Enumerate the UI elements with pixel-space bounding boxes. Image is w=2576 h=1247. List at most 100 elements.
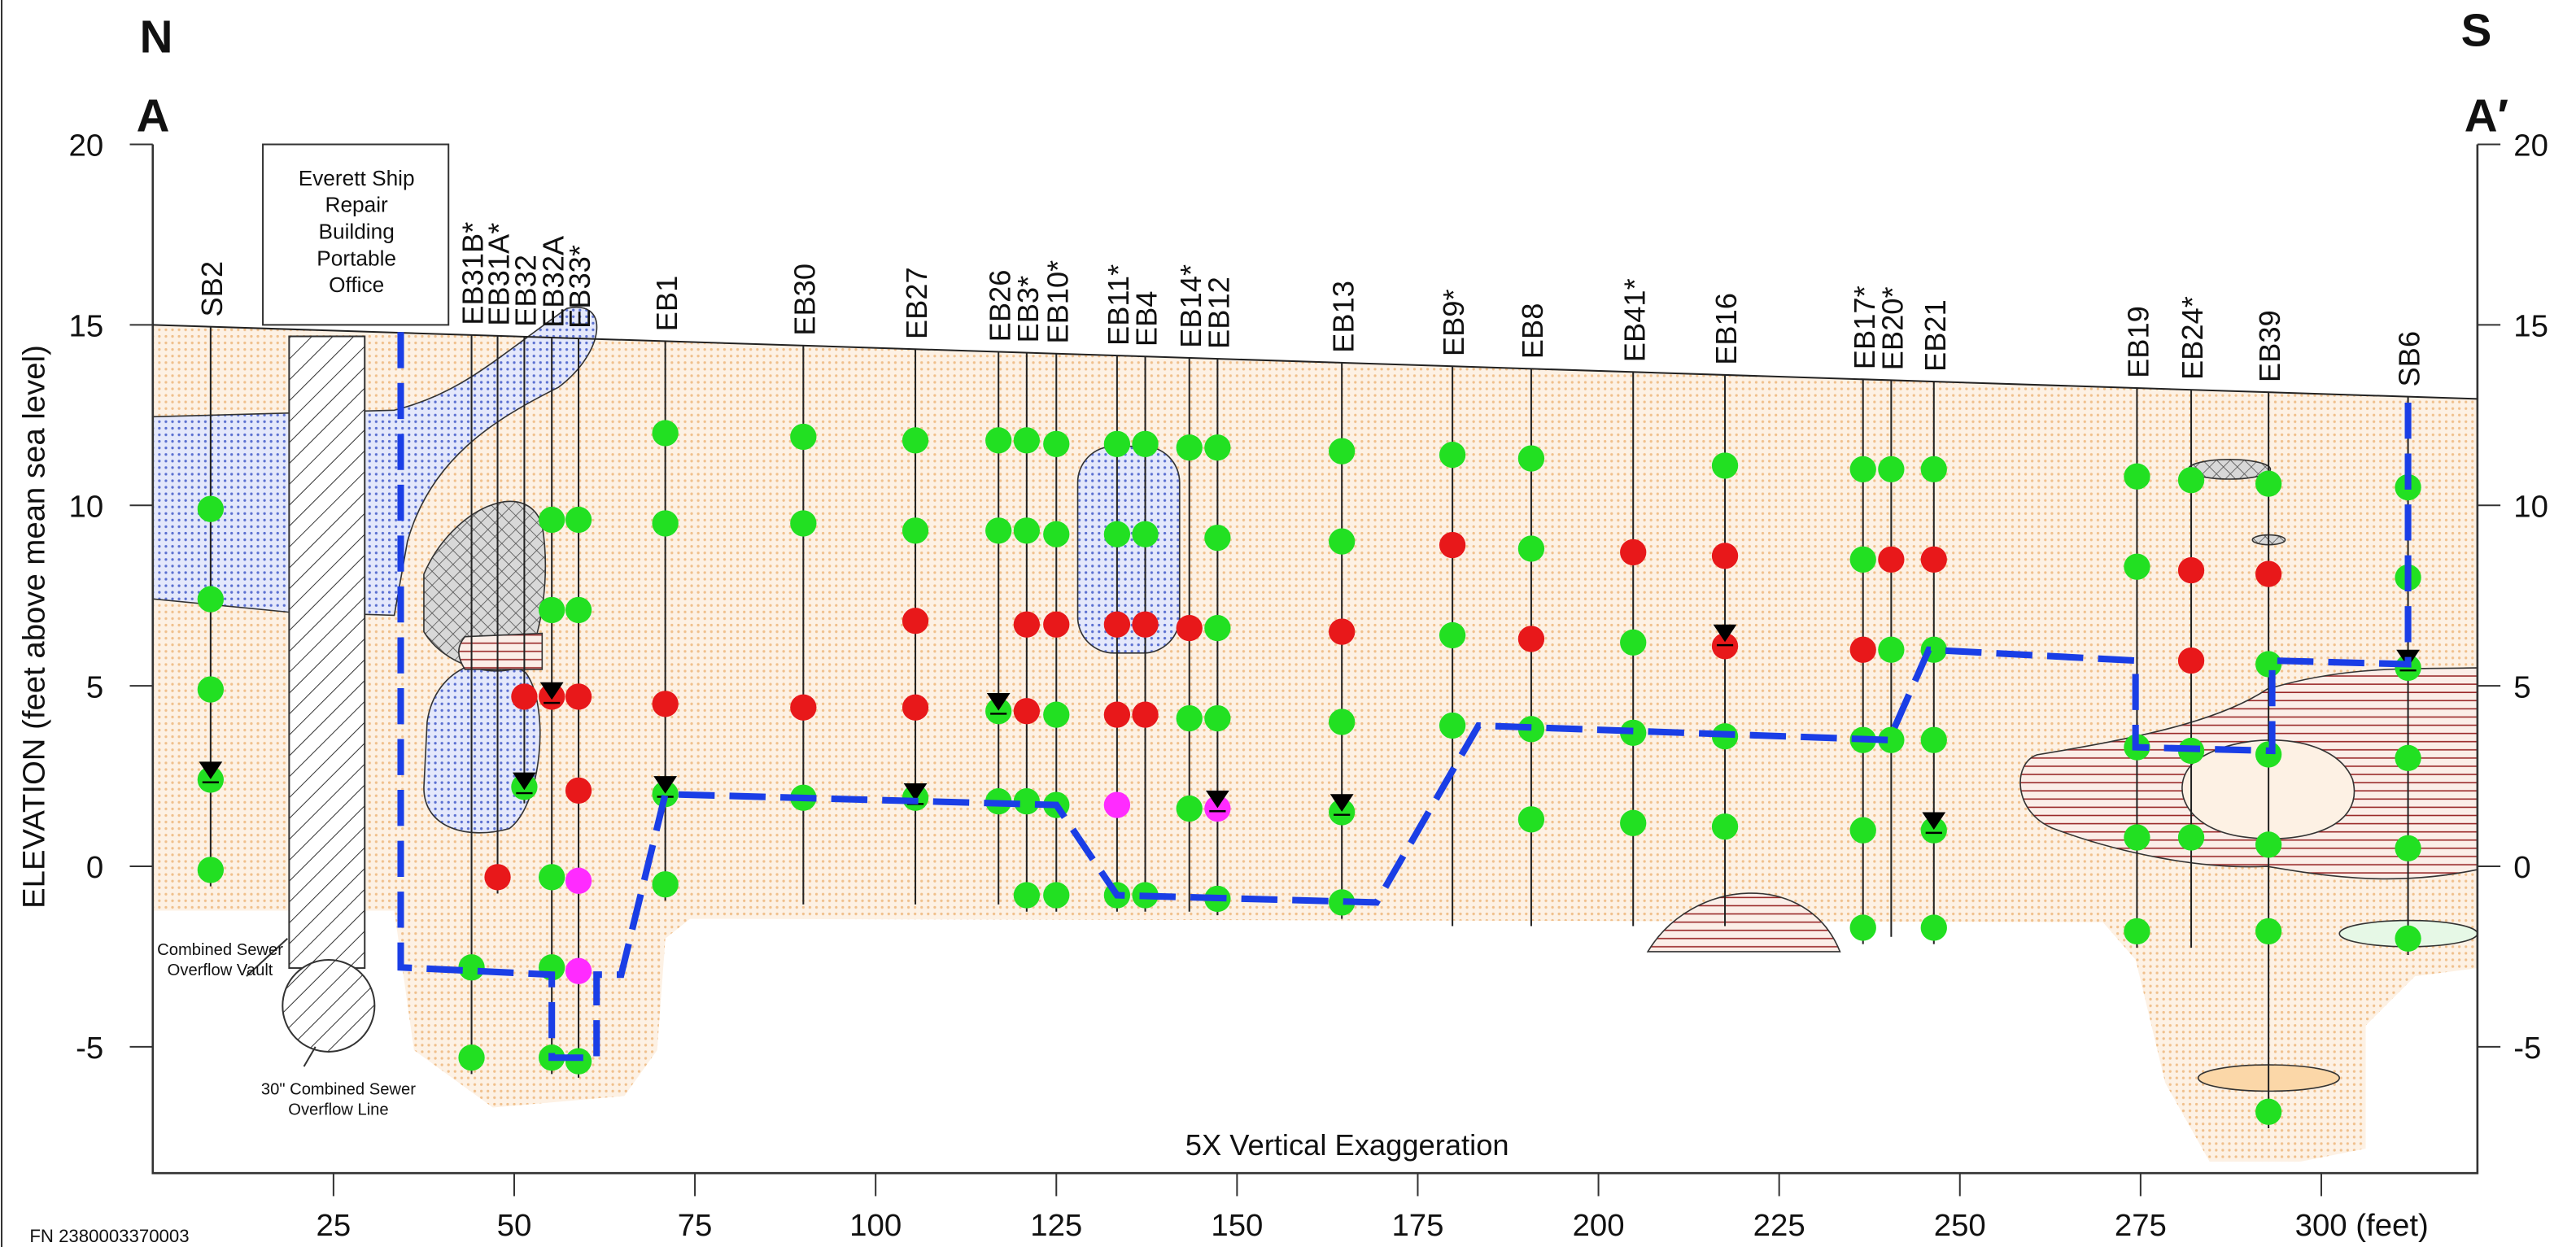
sample — [2255, 470, 2282, 497]
ground-surface — [152, 324, 2478, 400]
sample — [197, 586, 225, 613]
sample — [565, 957, 592, 984]
sample — [2395, 835, 2421, 861]
sample — [1620, 629, 1647, 656]
x-tick-label: 250 — [1934, 1208, 1986, 1243]
borehole-label: EB31B* — [456, 222, 490, 325]
sample — [1043, 521, 1070, 547]
sample — [2255, 831, 2282, 858]
sewer-pipe — [282, 958, 376, 1053]
sample — [2395, 925, 2421, 952]
borehole-label: EB24* — [2176, 296, 2209, 380]
sample — [1132, 521, 1159, 547]
sample — [1849, 636, 1876, 663]
sample — [985, 698, 1012, 725]
fill-unit — [1646, 892, 1841, 953]
sample — [197, 676, 225, 703]
sample — [565, 683, 592, 710]
sample — [1103, 521, 1131, 547]
y-tick-label: 0 — [2513, 850, 2530, 885]
borehole-label: EB33* — [563, 245, 596, 329]
sample — [1711, 543, 1739, 569]
sample — [1132, 430, 1159, 457]
fill-unit — [151, 306, 598, 617]
sample — [2255, 1098, 2282, 1125]
north: N — [140, 11, 173, 63]
y-tick-label: 5 — [2513, 669, 2530, 704]
borehole-label: SB6 — [2393, 331, 2426, 387]
sample — [652, 691, 679, 717]
sample — [2395, 744, 2421, 772]
sample — [1439, 712, 1466, 739]
sample — [539, 864, 565, 891]
sample — [539, 596, 565, 624]
sample — [1329, 889, 1356, 916]
borehole-label: EB41* — [1618, 278, 1651, 362]
sample — [1920, 546, 1947, 573]
x-tick-label: 300 (feet) — [2295, 1208, 2429, 1243]
sample — [1920, 817, 1947, 844]
sample — [1849, 914, 1876, 941]
sample — [652, 420, 679, 447]
x-tick-label: 275 — [2115, 1208, 2167, 1243]
y-tick-label: -5 — [2513, 1031, 2541, 1066]
sample — [2124, 463, 2150, 490]
sample — [2177, 647, 2205, 674]
sample — [565, 1048, 592, 1075]
y-tick-label: 20 — [69, 129, 104, 164]
sample — [1620, 809, 1647, 836]
sample — [1176, 615, 1203, 642]
y-tick-label: 15 — [2513, 309, 2548, 344]
y-tick-label: 15 — [69, 309, 104, 344]
sample — [1517, 806, 1545, 833]
water-level — [1922, 812, 1946, 835]
water-level — [1329, 794, 1354, 816]
borehole-label: EB20* — [1875, 286, 1909, 370]
sample — [1204, 795, 1231, 822]
sample — [565, 596, 592, 624]
x-tick-label: 200 — [1573, 1208, 1625, 1243]
sample — [1103, 701, 1131, 728]
x-tick-label: 25 — [317, 1208, 351, 1243]
borehole-label: EB11* — [1102, 264, 1135, 346]
y-tick-label: -5 — [76, 1031, 103, 1066]
sample — [484, 864, 511, 891]
sample — [1920, 726, 1947, 753]
borehole-label: EB32A — [536, 235, 570, 328]
x-tick-label: 100 — [849, 1208, 902, 1243]
water-level — [1713, 624, 1737, 647]
sample — [565, 506, 592, 534]
sample — [902, 427, 929, 454]
sample — [790, 694, 817, 721]
sample — [1132, 611, 1159, 638]
sample — [1620, 538, 1647, 566]
borehole-label: EB31A* — [482, 223, 516, 326]
sample — [1013, 427, 1040, 454]
borehole-label: EB39 — [2253, 310, 2286, 382]
borehole-label: EB9* — [1437, 289, 1470, 356]
y-tick-label: 20 — [2513, 129, 2548, 164]
x-tick-label: 175 — [1391, 1208, 1443, 1243]
sample — [1711, 813, 1739, 840]
sample — [1878, 726, 1905, 753]
sample — [565, 867, 592, 894]
borehole-label: EB8 — [1516, 303, 1549, 360]
y-tick-label: 10 — [69, 489, 104, 524]
sample — [1329, 528, 1356, 555]
sample — [1204, 525, 1231, 552]
sample — [1103, 611, 1131, 638]
y-tick-label: 10 — [2513, 489, 2548, 524]
borehole-label: EB30 — [788, 264, 821, 336]
water-level — [199, 761, 223, 783]
sample — [1711, 452, 1739, 479]
sample — [511, 683, 538, 710]
sample — [1439, 621, 1466, 649]
sample — [1176, 434, 1203, 461]
x-tick-label: 225 — [1753, 1208, 1805, 1243]
vault — [288, 335, 366, 970]
sample — [985, 427, 1012, 454]
sample — [1013, 882, 1040, 909]
y-axis-label: ELEVATION (feet above mean sea level) — [16, 345, 51, 909]
borehole-label: EB14* — [1174, 264, 1207, 348]
